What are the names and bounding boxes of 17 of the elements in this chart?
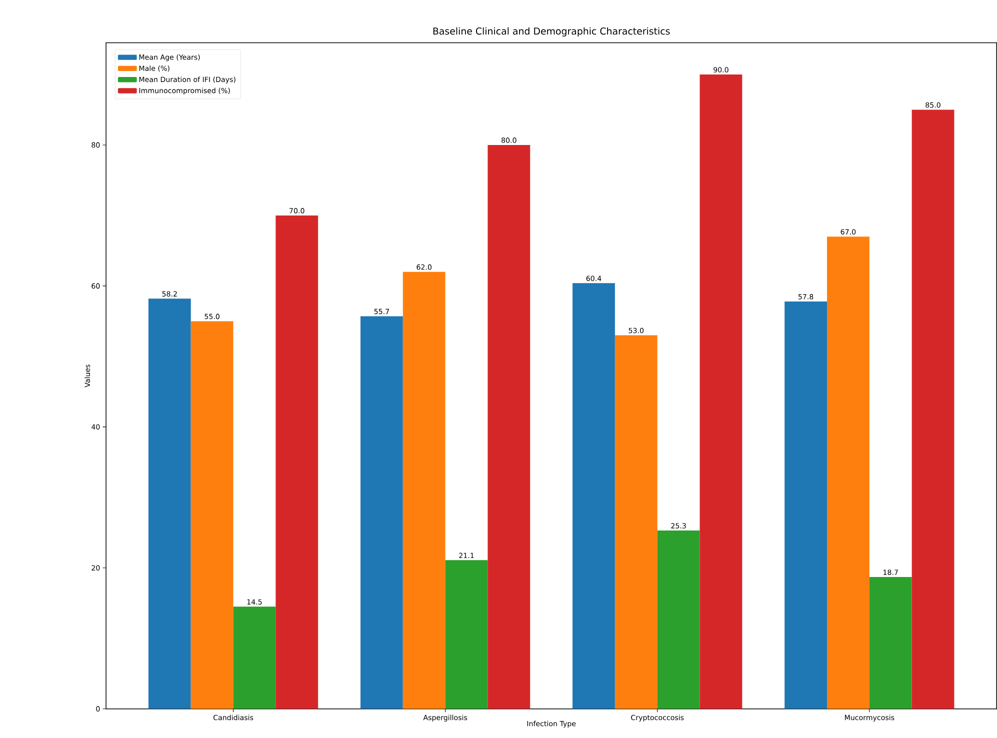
bar (912, 110, 954, 709)
bar (402, 272, 446, 709)
bar (657, 530, 700, 709)
bar (148, 298, 191, 709)
bar (360, 316, 403, 709)
bar (700, 74, 742, 709)
bar (190, 321, 234, 709)
bar (869, 577, 912, 709)
bar (445, 560, 488, 709)
bar (276, 216, 318, 709)
bar (784, 302, 827, 709)
bar (233, 606, 276, 709)
bar (614, 335, 658, 709)
bar (572, 283, 615, 709)
bar (826, 236, 870, 709)
bar (488, 145, 530, 709)
chart-title: Baseline Clinical and Demographic Characteristics (433, 27, 670, 37)
